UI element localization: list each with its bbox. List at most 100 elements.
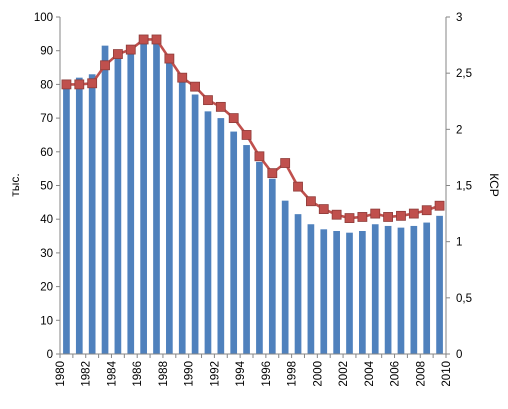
- ksr-point: [125, 44, 136, 55]
- ksr-point: [151, 34, 162, 45]
- ksr-point: [215, 101, 226, 112]
- bar: [140, 43, 147, 355]
- bar: [333, 231, 340, 354]
- bar: [281, 200, 289, 354]
- bar: [178, 74, 186, 354]
- ksr-point: [254, 151, 265, 162]
- ksr-point: [357, 212, 368, 222]
- x-axis-tick-label: 1980: [55, 361, 67, 387]
- bar: [436, 215, 443, 354]
- ksr-point: [331, 209, 342, 220]
- left-axis-tick-label: 100: [34, 12, 53, 24]
- ksr-point: [100, 60, 110, 71]
- bar: [166, 60, 173, 355]
- bar: [191, 94, 199, 354]
- right-axis-tick-label: 1,5: [456, 181, 472, 193]
- x-axis-tick-label: 2010: [441, 361, 453, 387]
- bar: [256, 161, 263, 354]
- bar: [75, 77, 83, 354]
- line-series-group: [61, 34, 445, 223]
- left-axis-label: тыс.: [8, 173, 22, 196]
- left-axis-tick-label: 30: [40, 248, 53, 260]
- ksr-point: [164, 53, 175, 64]
- right-axis-label: КСР: [487, 173, 501, 197]
- x-axis-tick-label: 1984: [106, 360, 118, 386]
- x-axis-tick-label: 2006: [390, 361, 402, 387]
- ksr-point: [408, 208, 419, 219]
- bar: [88, 74, 96, 354]
- ksr-point: [61, 79, 72, 90]
- ksr-point: [190, 81, 201, 92]
- bar: [243, 145, 250, 354]
- ksr-point: [113, 49, 123, 59]
- bar: [63, 86, 70, 354]
- ksr-point: [396, 210, 406, 221]
- right-axis-tick-label: 1: [456, 237, 462, 249]
- x-axis-tick-label: 2002: [338, 361, 350, 387]
- bar: [307, 224, 315, 354]
- bar: [204, 111, 212, 354]
- x-axis-tick-label: 1992: [209, 361, 221, 387]
- bar: [101, 45, 109, 354]
- left-axis-tick-label: 10: [40, 315, 53, 327]
- ksr-point: [267, 168, 278, 179]
- bar: [114, 54, 122, 354]
- right-axis-tick-label: 0,5: [456, 293, 472, 305]
- ksr-point: [344, 213, 355, 223]
- x-axis-tick-label: 1990: [184, 361, 196, 387]
- x-axis-tick-label: 1994: [235, 360, 247, 386]
- ksr-point: [421, 205, 432, 216]
- ksr-point: [318, 204, 329, 214]
- bar: [371, 224, 379, 354]
- bar: [410, 225, 418, 354]
- bar: [423, 222, 431, 354]
- x-axis-tick-label: 1988: [158, 361, 170, 387]
- bar: [217, 118, 225, 354]
- ksr-point: [280, 158, 291, 168]
- ksr-point: [228, 113, 239, 123]
- bar: [320, 229, 328, 354]
- bar: [384, 225, 392, 354]
- x-axis-tick-label: 2004: [364, 360, 376, 386]
- bar: [127, 50, 135, 354]
- ksr-point: [74, 79, 85, 90]
- bar: [397, 227, 405, 355]
- left-axis-tick-label: 20: [40, 282, 53, 294]
- ksr-point: [241, 130, 252, 140]
- bar: [268, 178, 276, 354]
- ksr-point: [383, 212, 394, 222]
- left-axis-tick-label: 80: [40, 79, 53, 91]
- axes-group: [56, 16, 450, 358]
- ksr-point: [87, 78, 98, 89]
- bars-group: [63, 43, 443, 355]
- x-axis-tick-label: 2000: [312, 361, 324, 387]
- left-axis-tick-label: 50: [40, 181, 53, 193]
- x-axis-tick-label: 1996: [261, 361, 273, 387]
- bar: [153, 43, 160, 355]
- bar: [346, 232, 353, 354]
- x-axis-tick-label: 1986: [132, 361, 144, 387]
- ksr-line: [66, 38, 440, 220]
- bar: [230, 131, 238, 354]
- x-axis-tick-label: 2008: [415, 361, 427, 387]
- left-axis-tick-label: 90: [40, 46, 53, 58]
- right-axis-tick-label: 2: [456, 124, 462, 136]
- ksr-point: [177, 72, 188, 83]
- right-axis-tick-label: 3: [456, 12, 462, 24]
- left-axis-tick-label: 70: [40, 113, 53, 125]
- right-axis-tick-label: 0: [456, 349, 462, 361]
- left-axis-tick-label: 60: [40, 147, 53, 159]
- left-axis-tick-label: 40: [40, 214, 53, 226]
- x-axis-tick-label: 1998: [287, 361, 299, 387]
- labels-group: 0 10 20 30 40 50 60 70 80 90 100 0 0,5 1 1,5 2 2,5 3 1980 1…: [34, 12, 472, 387]
- x-axis-tick-label: 1982: [81, 361, 93, 387]
- left-axis-tick-label: 0: [47, 349, 53, 361]
- ksr-point: [203, 95, 213, 106]
- ksr-point: [138, 34, 149, 45]
- ksr-point: [293, 181, 303, 192]
- ksr-point: [434, 200, 445, 211]
- ksr-point: [305, 196, 316, 207]
- ksr-point: [370, 208, 381, 219]
- bar: [359, 231, 366, 354]
